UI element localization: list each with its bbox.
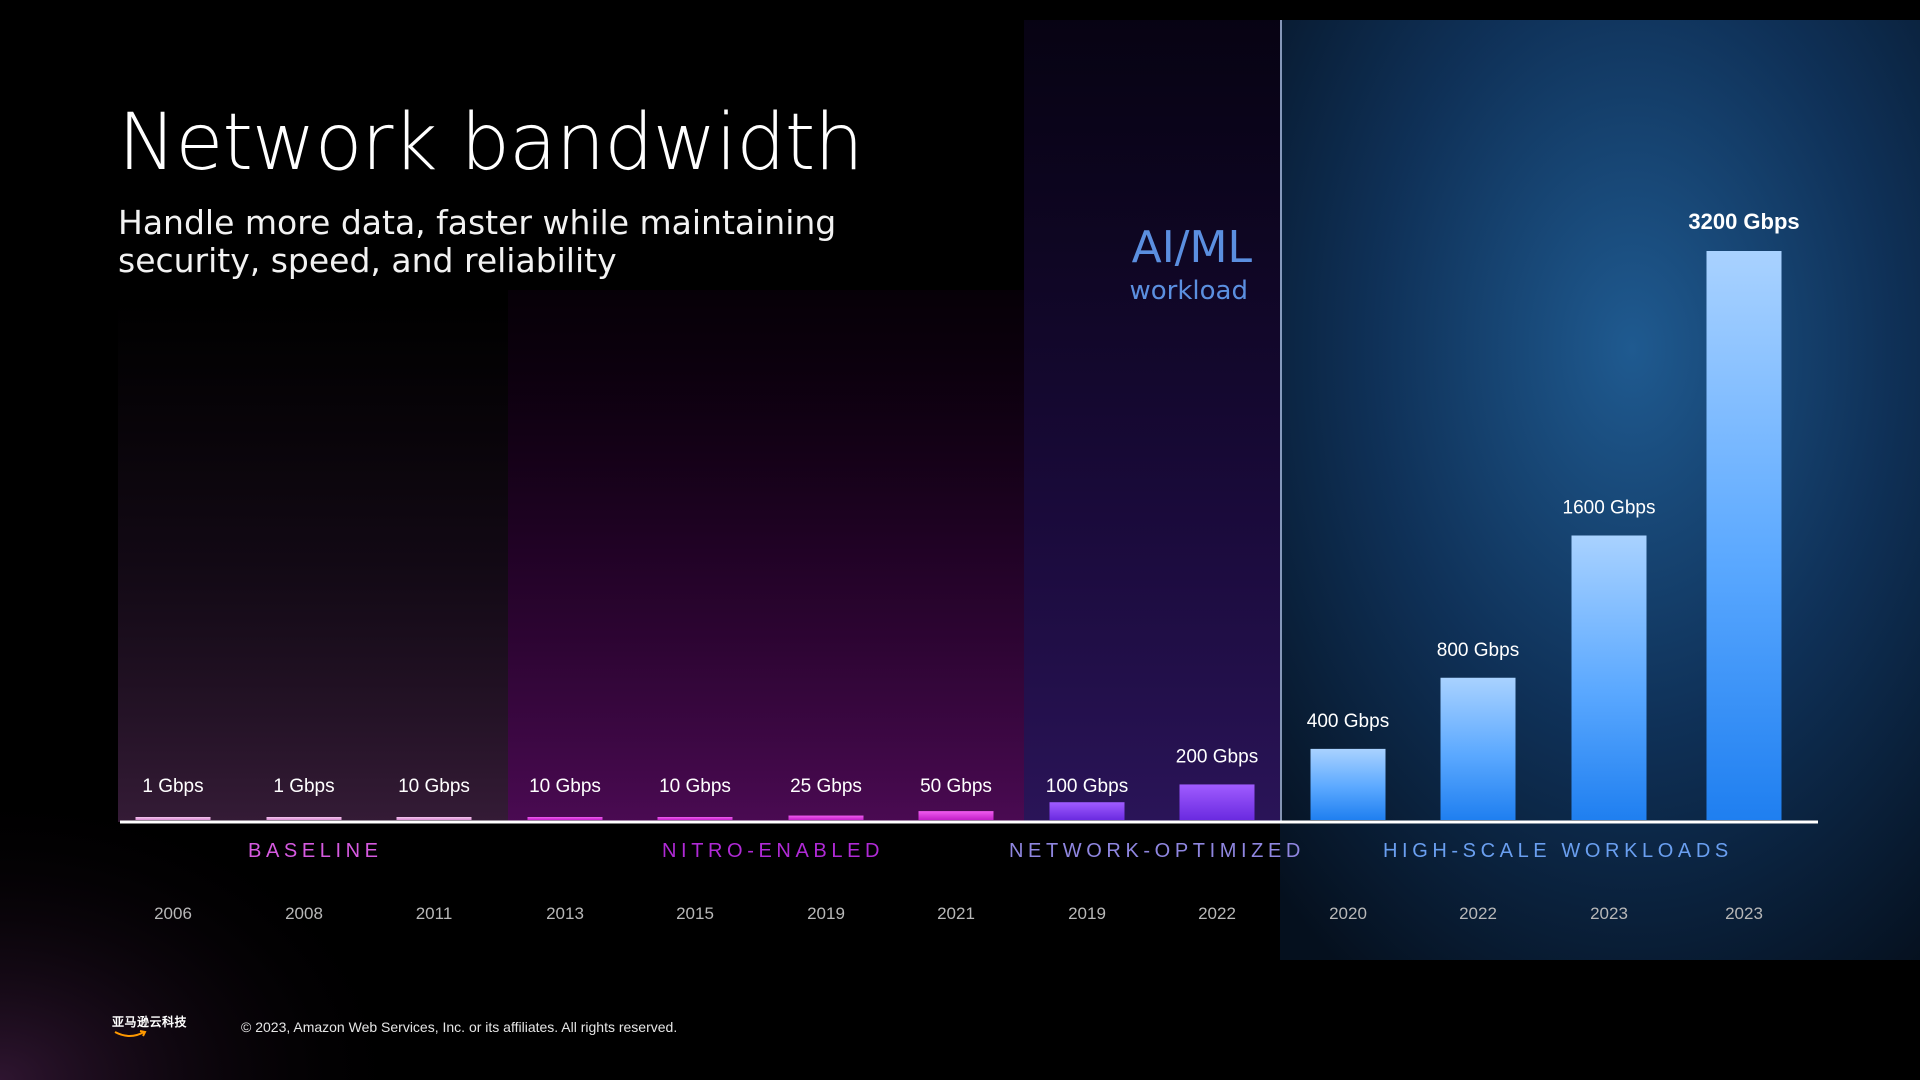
year-tick-label: 2011 [416,904,453,923]
aiml-label: AI/ML [1131,222,1252,273]
year-tick-label: 2022 [1459,904,1497,923]
bar-value-label: 10 Gbps [398,776,470,797]
panel-baseline [118,300,508,822]
bar-nitro-enabled-2015-1 [657,817,733,820]
logo-text: 亚马逊云科技 [112,1015,188,1029]
bar-high-scale-workloads-2023-3 [1706,251,1782,820]
bar-value-label: 25 Gbps [790,776,862,797]
panel-network-optimized [1024,20,1280,822]
bar-value-label: 1 Gbps [273,776,334,797]
bar-high-scale-workloads-2022-1 [1440,677,1516,820]
bar-baseline-2008-1 [266,817,342,820]
year-tick-label: 2019 [1068,904,1106,923]
smile-arrow-icon [114,1030,147,1037]
year-tick-label: 2015 [676,904,714,923]
corner-glow [0,780,420,1080]
year-tick-label: 2022 [1198,904,1236,923]
year-tick-label: 2013 [546,904,584,923]
bar-network-optimized-2019-0 [1049,802,1125,820]
section-label-high-scale: HIGH-SCALE WORKLOADS [1383,840,1733,862]
bar-baseline-2011-2 [396,817,472,820]
year-tick-label: 2023 [1590,904,1628,923]
bar-value-label: 1 Gbps [142,776,203,797]
section-label-network-optimized: NETWORK-OPTIMIZED [1009,840,1305,862]
bar-value-label: 10 Gbps [529,776,601,797]
year-tick-label: 2020 [1329,904,1367,923]
page-title: Network bandwidth [118,98,864,188]
bar-nitro-enabled-2021-3 [918,811,994,820]
labels-layer: 1 Gbps 2006 1 Gbps 2008 10 Gbps 2011 10 Gbps 20… [142,209,1799,923]
year-tick-label: 2008 [285,904,323,923]
bar-nitro-enabled-2019-2 [788,815,864,820]
bar-high-scale-workloads-2023-2 [1571,535,1647,820]
bar-value-label: 100 Gbps [1046,776,1128,797]
bar-value-label: 50 Gbps [920,776,992,797]
bar-value-label: 400 Gbps [1307,711,1389,732]
year-tick-label: 2021 [937,904,975,923]
bar-baseline-2006-0 [135,817,211,820]
page-subtitle: Handle more data, faster while maintaini… [118,203,837,280]
aiml-sublabel: workload [1129,276,1249,306]
bar-value-label: 1600 Gbps [1563,498,1656,519]
bar-high-scale-workloads-2020-0 [1310,748,1386,820]
year-tick-label: 2019 [807,904,845,923]
bar-value-label: 800 Gbps [1437,640,1519,661]
copyright-footer: © 2023, Amazon Web Services, Inc. or its… [241,1019,678,1035]
section-label-baseline: BASELINE [248,840,383,862]
bar-value-label: 3200 Gbps [1688,209,1799,234]
bar-value-label: 10 Gbps [659,776,731,797]
section-label-nitro: NITRO-ENABLED [662,840,885,862]
year-tick-label: 2023 [1725,904,1763,923]
bars-layer [135,251,1782,820]
bar-value-label: 200 Gbps [1176,746,1258,767]
bar-network-optimized-2022-1 [1179,784,1255,820]
year-tick-label: 2006 [154,904,192,923]
bar-nitro-enabled-2013-0 [527,817,603,820]
aws-logo: 亚马逊云科技 [112,1013,192,1047]
panel-nitro [508,290,1024,822]
